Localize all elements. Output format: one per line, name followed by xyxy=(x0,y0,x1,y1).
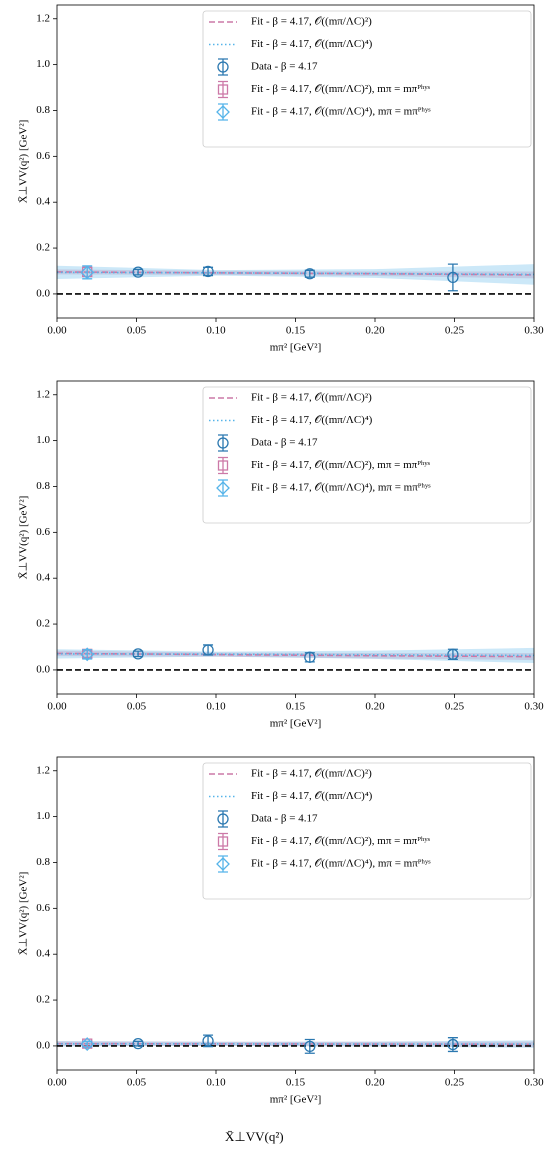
legend-box xyxy=(203,387,531,523)
y-tick-label: 1.2 xyxy=(36,12,50,24)
plot-area xyxy=(57,264,534,294)
x-tick-label: 0.20 xyxy=(365,701,385,713)
y-tick-label: 1.0 xyxy=(36,810,50,822)
x-tick-label: 0.00 xyxy=(47,325,67,337)
legend-label: Fit - β = 4.17, 𝒪((mπ/ΛC)⁴) xyxy=(251,414,373,426)
x-tick-label: 0.10 xyxy=(206,701,226,713)
x-tick-label: 0.25 xyxy=(445,325,465,337)
panel: 0.00 0.05 0.10 0.15 0.20 0.25 0.30 0.0 0.2 0.4 0.6… xyxy=(18,381,545,730)
x-tick-label: 0.00 xyxy=(47,701,67,713)
y-tick-label: 0.6 xyxy=(36,526,50,538)
legend-label: Fit - β = 4.17, 𝒪((mπ/ΛC)⁴), mπ = mπᴾʰʸˢ xyxy=(251,482,431,494)
y-tick-label: 0.0 xyxy=(36,663,50,675)
legend-label: Fit - β = 4.17, 𝒪((mπ/ΛC)²), mπ = mπᴾʰʸˢ xyxy=(251,83,431,95)
x-tick-label: 0.30 xyxy=(524,701,544,713)
y-tick-label: 0.6 xyxy=(36,902,50,914)
y-tick-label: 0.0 xyxy=(36,287,50,299)
caption: X̄⊥VV(q²) xyxy=(225,1129,284,1144)
y-tick-label: 1.0 xyxy=(36,58,50,70)
y-tick-label: 0.2 xyxy=(36,618,50,630)
y-tick-label: 0.8 xyxy=(36,480,50,492)
legend-label: Fit - β = 4.17, 𝒪((mπ/ΛC)⁴), mπ = mπᴾʰʸˢ xyxy=(251,106,431,118)
x-axis-label: mπ² [GeV²] xyxy=(270,342,322,354)
legend-box xyxy=(203,763,531,899)
y-tick-label: 0.4 xyxy=(36,196,50,208)
x-tick-label: 0.20 xyxy=(365,325,385,337)
y-tick-label: 0.2 xyxy=(36,242,50,254)
x-tick-label: 0.05 xyxy=(127,1077,147,1089)
y-tick-label: 1.2 xyxy=(36,388,50,400)
plot-area xyxy=(57,1035,534,1053)
legend-label: Fit - β = 4.17, 𝒪((mπ/ΛC)⁴), mπ = mπᴾʰʸˢ xyxy=(251,858,431,870)
y-axis-label: X̄⊥VV(q²) [GeV²] xyxy=(18,120,30,204)
y-tick-label: 0.4 xyxy=(36,948,50,960)
x-tick-label: 0.05 xyxy=(127,325,147,337)
x-tick-label: 0.15 xyxy=(286,1077,306,1089)
y-axis-label: X̄⊥VV(q²) [GeV²] xyxy=(18,872,30,956)
x-tick-label: 0.30 xyxy=(524,325,544,337)
x-tick-label: 0.05 xyxy=(127,701,147,713)
legend-label: Data - β = 4.17 xyxy=(251,437,318,449)
y-tick-label: 0.8 xyxy=(36,856,50,868)
y-tick-label: 0.8 xyxy=(36,104,50,116)
x-tick-label: 0.15 xyxy=(286,325,306,337)
x-tick-label: 0.25 xyxy=(445,701,465,713)
x-axis-label: mπ² [GeV²] xyxy=(270,1094,322,1106)
x-tick-label: 0.20 xyxy=(365,1077,385,1089)
x-tick-label: 0.10 xyxy=(206,1077,226,1089)
legend-label: Fit - β = 4.17, 𝒪((mπ/ΛC)²), mπ = mπᴾʰʸˢ xyxy=(251,459,431,471)
legend-label: Data - β = 4.17 xyxy=(251,813,318,825)
y-tick-label: 0.6 xyxy=(36,150,50,162)
panel: 0.00 0.05 0.10 0.15 0.20 0.25 0.30 0.0 0.2 0.4 0.6… xyxy=(18,5,545,354)
legend-label: Fit - β = 4.17, 𝒪((mπ/ΛC)²) xyxy=(251,768,372,780)
x-axis-label: mπ² [GeV²] xyxy=(270,718,322,730)
y-tick-label: 0.2 xyxy=(36,994,50,1006)
legend-label: Data - β = 4.17 xyxy=(251,61,318,73)
x-tick-label: 0.30 xyxy=(524,1077,544,1089)
legend-label: Fit - β = 4.17, 𝒪((mπ/ΛC)⁴) xyxy=(251,38,373,50)
legend-label: Fit - β = 4.17, 𝒪((mπ/ΛC)²) xyxy=(251,16,372,28)
y-axis-label: X̄⊥VV(q²) [GeV²] xyxy=(18,496,30,580)
y-tick-label: 1.2 xyxy=(36,764,50,776)
legend-label: Fit - β = 4.17, 𝒪((mπ/ΛC)⁴) xyxy=(251,790,373,802)
x-tick-label: 0.10 xyxy=(206,325,226,337)
legend-label: Fit - β = 4.17, 𝒪((mπ/ΛC)²) xyxy=(251,392,372,404)
plot-area xyxy=(57,645,534,670)
y-tick-label: 0.0 xyxy=(36,1039,50,1051)
y-tick-label: 1.0 xyxy=(36,434,50,446)
legend-box xyxy=(203,11,531,147)
x-tick-label: 0.15 xyxy=(286,701,306,713)
x-tick-label: 0.25 xyxy=(445,1077,465,1089)
y-tick-label: 0.4 xyxy=(36,572,50,584)
x-tick-label: 0.00 xyxy=(47,1077,67,1089)
panel: 0.00 0.05 0.10 0.15 0.20 0.25 0.30 0.0 0.2 0.4 0.6… xyxy=(18,757,545,1106)
legend-label: Fit - β = 4.17, 𝒪((mπ/ΛC)²), mπ = mπᴾʰʸˢ xyxy=(251,835,431,847)
